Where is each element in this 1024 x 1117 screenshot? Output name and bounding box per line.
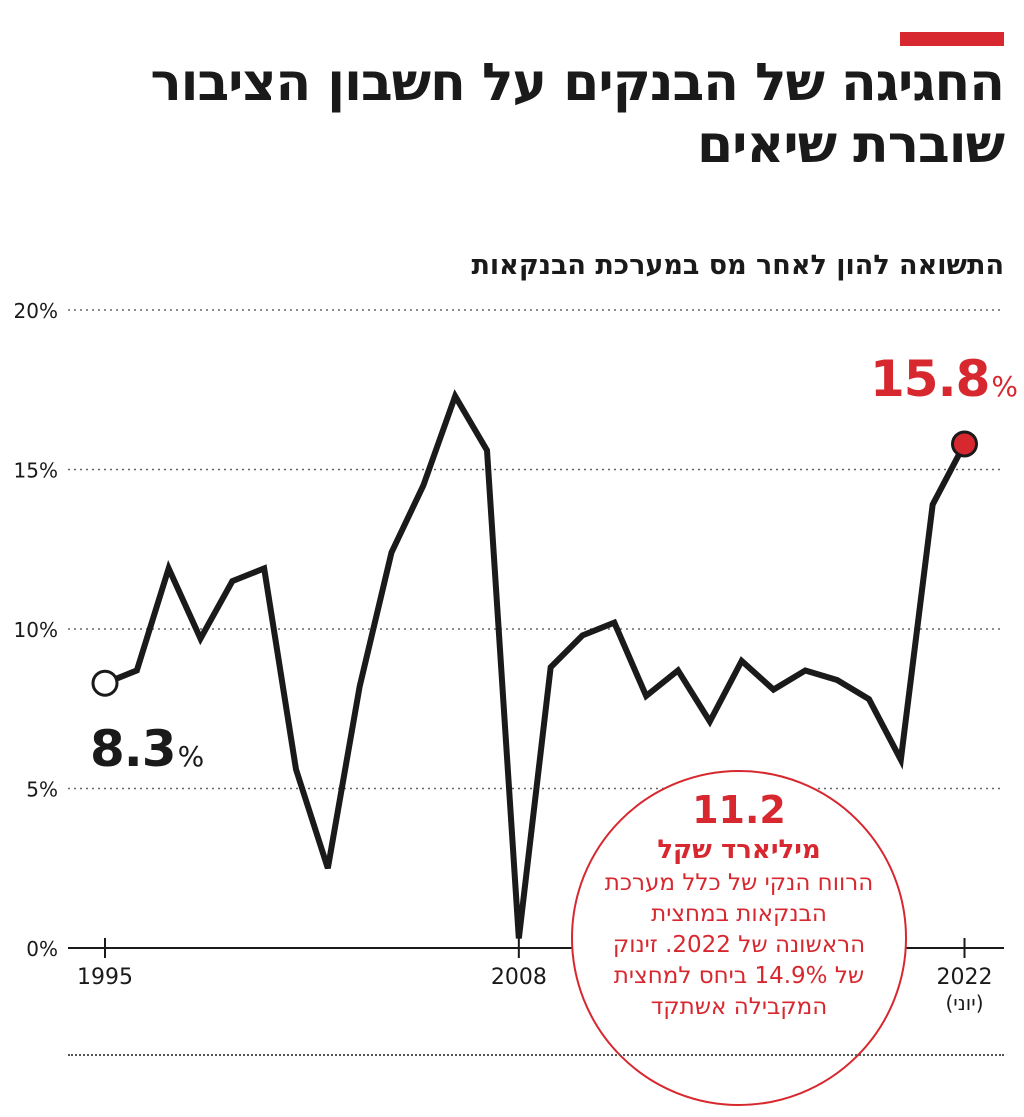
y-tick-label: 20% <box>14 299 58 323</box>
chart-title: החגיגה של הבנקים על חשבון הציבור שוברת ש… <box>150 53 1005 175</box>
x-tick-label: 2008 <box>491 965 547 990</box>
callout-unit: מיליארד שקל <box>657 835 821 865</box>
callout-value: 11.2 <box>692 788 786 832</box>
end-value-label: 15.8% <box>870 350 1018 408</box>
x-tick-label: 1995 <box>77 965 133 990</box>
start-value-label: 8.3% <box>90 720 204 778</box>
x-tick-sublabel: (יוני) <box>945 991 983 1015</box>
profit-callout: 11.2 מיליארד שקל הרווח הנקי של כלל מערכת… <box>571 770 907 1106</box>
accent-bar <box>900 32 1004 46</box>
y-tick-label: 0% <box>26 937 58 961</box>
x-tick-label: 2022 <box>937 965 993 990</box>
series-line <box>102 389 968 939</box>
start-point-marker <box>91 669 119 697</box>
bottom-divider <box>68 1054 1004 1056</box>
y-tick-label: 15% <box>14 459 58 483</box>
end-point-marker <box>951 430 978 458</box>
chart-subtitle: התשואה להון לאחר מס במערכת הבנקאות <box>471 250 1004 281</box>
y-tick-label: 5% <box>26 778 58 802</box>
callout-text: הרווח הנקי של כלל מערכת הבנקאות במחצית ה… <box>604 870 874 1020</box>
y-tick-label: 10% <box>14 618 58 642</box>
